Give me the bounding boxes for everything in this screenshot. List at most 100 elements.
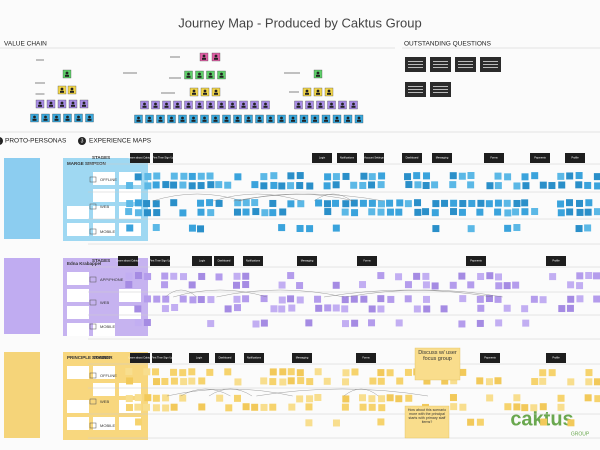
org-icon: [154, 102, 157, 106]
journey-sticky: [423, 172, 431, 180]
stage-label: Login: [319, 156, 326, 160]
org-icon: [351, 105, 356, 108]
journey-sticky: [143, 403, 151, 411]
journey-sticky: [170, 368, 178, 376]
journey-sticky: [476, 295, 484, 303]
org-icon: [324, 119, 328, 122]
journey-sticky: [404, 368, 412, 376]
journey-sticky: [377, 418, 385, 426]
org-caption: [123, 72, 137, 74]
org-icon: [54, 118, 59, 121]
journey-sticky: [278, 305, 286, 313]
journey-sticky: [450, 377, 458, 385]
stage-label: First Time Sign Up: [149, 259, 171, 263]
journey-sticky: [233, 304, 241, 312]
journey-sticky: [584, 394, 592, 402]
org-icon: [159, 116, 162, 120]
org-icon: [66, 115, 69, 119]
journey-sticky: [198, 377, 206, 385]
journey-sticky: [594, 182, 600, 190]
sticky-text: [408, 86, 423, 87]
journey-sticky: [539, 403, 547, 411]
org-icon: [268, 119, 273, 122]
stage-header: [480, 353, 500, 363]
journey-sticky: [125, 404, 133, 412]
journey-sticky: [134, 199, 142, 207]
journey-sticky: [414, 181, 422, 189]
org-icon: [191, 119, 196, 122]
journey-sticky: [278, 224, 286, 232]
journey-sticky: [287, 295, 295, 303]
org-icon: [186, 105, 191, 108]
journey-sticky: [126, 182, 134, 190]
channel-label: WEB: [100, 300, 109, 305]
org-icon: [352, 102, 355, 106]
journey-sticky: [260, 173, 268, 181]
org-icon: [258, 116, 261, 120]
journey-sticky: [477, 199, 485, 207]
persona-note: [67, 289, 89, 302]
journey-sticky: [287, 200, 295, 208]
journey-sticky: [566, 172, 574, 180]
persona-note: [119, 289, 141, 302]
org-icon: [181, 116, 184, 120]
stage-label: Learn about Caktus: [129, 356, 152, 360]
stage-label: Dashboard: [219, 356, 232, 360]
sticky-text: [433, 89, 448, 90]
journey-sticky: [414, 208, 422, 216]
stages-label: STAGES: [92, 155, 110, 160]
journey-sticky: [467, 225, 475, 233]
journey-sticky: [215, 273, 223, 281]
annotation-box: Discuss w/ user focus group: [418, 350, 457, 362]
channel-label: OFFLINE: [100, 177, 117, 182]
journey-sticky: [530, 295, 538, 303]
journey-sticky: [341, 296, 349, 304]
journey-sticky: [152, 200, 160, 208]
org-icon: [70, 87, 74, 91]
stage-header: [152, 353, 172, 363]
journey-sticky: [566, 208, 574, 216]
org-icon: [335, 119, 339, 122]
title: Journey Map - Produced by Caktus Group: [178, 15, 422, 30]
journey-sticky: [386, 394, 394, 402]
journey-sticky: [126, 377, 134, 385]
org-icon: [65, 71, 69, 75]
journey-sticky: [432, 225, 440, 233]
journey-sticky: [134, 209, 142, 217]
connector: [180, 388, 231, 397]
journey-sticky: [431, 181, 439, 189]
stage-label: Profile: [552, 356, 560, 360]
journey-sticky: [332, 281, 340, 289]
journey-sticky: [395, 395, 403, 403]
journey-sticky: [584, 224, 592, 232]
sticky-text: [458, 64, 473, 65]
journey-sticky: [377, 377, 385, 385]
stage-label: Profile: [571, 156, 579, 160]
journey-sticky: [179, 209, 187, 217]
journey-sticky: [432, 200, 440, 208]
journey-sticky: [234, 173, 242, 181]
journey-sticky: [422, 272, 430, 280]
journey-sticky: [224, 181, 232, 189]
org-icon: [214, 89, 218, 93]
org-icon: [296, 105, 301, 108]
stage-label: Dashboard: [218, 259, 231, 263]
org-icon: [291, 119, 295, 122]
channel-label: MOBILE: [100, 423, 115, 428]
org-icon: [208, 75, 213, 78]
sticky-text: [458, 61, 473, 62]
annotation-sticky: [404, 405, 450, 439]
journey-sticky: [144, 394, 152, 402]
persona-note: [93, 366, 115, 379]
journey-sticky: [594, 395, 600, 403]
journey-sticky: [306, 182, 314, 190]
journey-sticky: [242, 272, 250, 280]
journey-sticky: [404, 200, 412, 208]
journey-sticky: [360, 295, 368, 303]
journey-sticky: [197, 208, 205, 216]
journey-sticky: [504, 224, 512, 232]
journey-sticky: [251, 199, 259, 207]
org-icon: [335, 116, 339, 120]
journey-sticky: [522, 319, 530, 327]
journey-sticky: [162, 394, 170, 402]
